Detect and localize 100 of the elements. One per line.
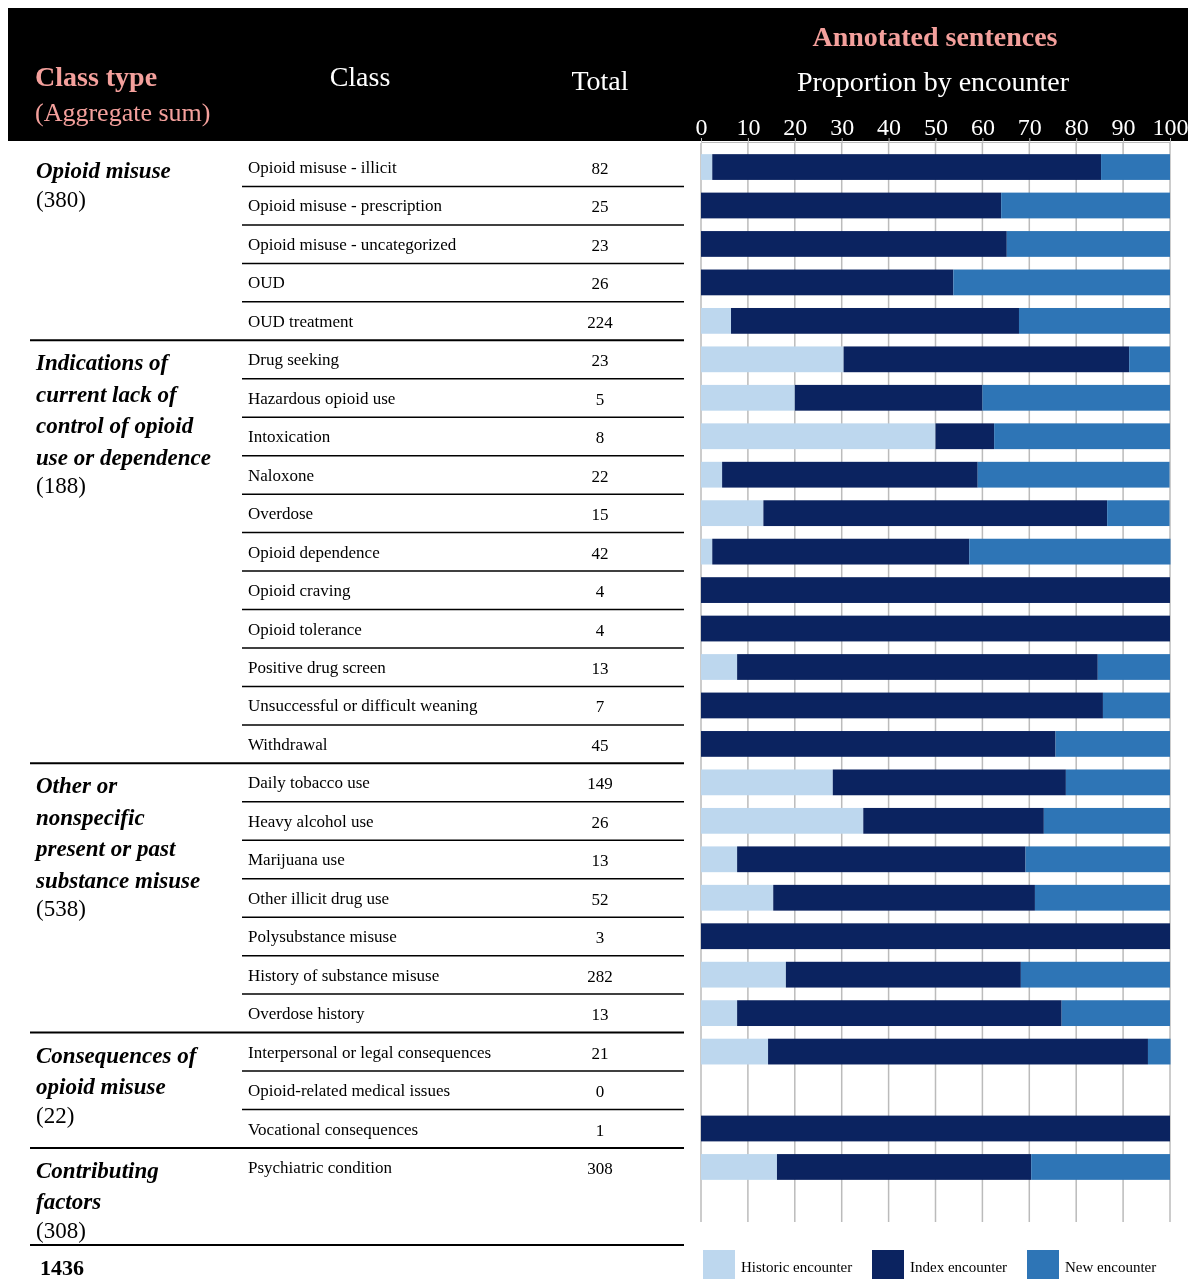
- text: 22: [591, 466, 609, 486]
- y-tick-label: Polysubstance misuse: [248, 927, 397, 947]
- y-tick-label: Heavy alcohol use: [248, 811, 374, 831]
- y-tick-label: Unsuccessful or difficult weaning: [248, 696, 479, 716]
- bar: [701, 692, 1103, 719]
- bar: [863, 807, 1044, 834]
- y-tick-label: Opioid craving: [248, 581, 351, 601]
- bar: [712, 154, 1102, 180]
- y-tick-label: Daily tobacco use: [248, 773, 370, 793]
- text: 1: [595, 1120, 605, 1140]
- bar: [776, 1154, 1032, 1180]
- text: 23: [591, 351, 609, 371]
- bar: [701, 269, 954, 296]
- bar: [1107, 500, 1170, 527]
- text: Class type: [35, 61, 158, 92]
- bar: [794, 384, 983, 411]
- y-tick-label: Other illicit drug use: [248, 888, 390, 908]
- bar: [701, 923, 1170, 950]
- bar: [701, 346, 844, 373]
- y-tick-label: Opioid dependence: [248, 542, 380, 562]
- x2-tick-label: 50: [924, 114, 948, 140]
- bar: [737, 1000, 1062, 1027]
- text: 149: [587, 774, 613, 794]
- text: (188): [36, 473, 86, 499]
- bar: [701, 1000, 738, 1027]
- bar: [701, 577, 1170, 603]
- text: 13: [591, 851, 609, 871]
- text: (538): [36, 896, 86, 922]
- bar: [1147, 1038, 1171, 1065]
- text: 3: [595, 928, 605, 948]
- bar: [1129, 346, 1170, 373]
- bar: [701, 769, 833, 796]
- y-tick-label: Vocational consequences: [248, 1119, 419, 1139]
- text: 13: [591, 659, 609, 678]
- text: 7: [595, 697, 605, 717]
- y-tick-label: History of substance misuse: [248, 965, 440, 985]
- text: 25: [591, 197, 609, 217]
- x2-tick-label: 70: [1017, 114, 1042, 140]
- text: 5: [595, 389, 605, 409]
- text: 52: [591, 889, 609, 909]
- bar: [737, 846, 1026, 873]
- text: Contributing factors: [36, 1157, 159, 1215]
- bar: [935, 423, 995, 450]
- y-tick-label: Marijuana use: [248, 850, 345, 870]
- bar: [701, 538, 713, 565]
- bar: [701, 423, 936, 450]
- text: 0: [595, 1082, 605, 1102]
- bar: [701, 961, 786, 988]
- bar: [773, 884, 1035, 911]
- bar: [1018, 307, 1170, 334]
- y-tick-label: Opioid misuse - uncategorized: [248, 234, 457, 254]
- x2-tick-label: 100: [1152, 114, 1189, 140]
- bar: [701, 461, 723, 488]
- bar: [1025, 846, 1170, 873]
- x2-tick-label: 20: [783, 114, 808, 140]
- text: Consequences of opioid misuse: [36, 1042, 199, 1100]
- y-tick-label: OUD: [248, 273, 285, 293]
- bar: [701, 1154, 777, 1180]
- bar: [722, 461, 978, 488]
- text: Total: [571, 65, 629, 96]
- bar: [977, 461, 1170, 488]
- text: Indications of current lack of control of opioid use or dependence: [35, 350, 212, 470]
- bar: [701, 307, 732, 334]
- x2-tick-label: 40: [877, 114, 902, 140]
- bar: [1031, 1154, 1170, 1180]
- bar: [768, 1038, 1148, 1065]
- bar: [701, 884, 774, 911]
- bar: [1043, 807, 1170, 834]
- x2-tick-label: 80: [1064, 114, 1089, 140]
- bar: [701, 192, 1002, 219]
- text: 224: [587, 312, 614, 332]
- text: 308: [587, 1158, 613, 1178]
- text: 15: [591, 505, 609, 525]
- y-tick-label: Psychiatric condition: [248, 1157, 393, 1177]
- bar: [731, 307, 1019, 334]
- text: 23: [591, 235, 609, 255]
- y-tick-label: Interpersonal or legal consequences: [248, 1042, 492, 1062]
- bar: [701, 846, 738, 873]
- bar: [1055, 731, 1170, 757]
- bar: [701, 154, 713, 180]
- bar: [1061, 1000, 1170, 1027]
- text: 4: [595, 582, 605, 602]
- bar: [701, 654, 738, 680]
- y-tick-label: Opioid misuse - prescription: [248, 196, 443, 216]
- bar: [701, 384, 795, 411]
- y-tick-label: Drug seeking: [248, 350, 340, 370]
- x-axis-title: Proportion by encounter: [796, 66, 1070, 97]
- bar: [785, 961, 1021, 988]
- text: (308): [36, 1217, 86, 1243]
- bar: [701, 500, 764, 527]
- text: 13: [591, 1005, 609, 1025]
- text: (Aggregate sum): [35, 98, 211, 127]
- text: Other or nonspecific present or past substance misuse: [34, 773, 201, 893]
- bar: [763, 500, 1108, 527]
- bar: [712, 538, 970, 565]
- text: (380): [36, 186, 86, 212]
- bar: [1034, 884, 1170, 911]
- text: 21: [591, 1043, 609, 1063]
- bar: [701, 1038, 769, 1065]
- bar: [843, 346, 1130, 373]
